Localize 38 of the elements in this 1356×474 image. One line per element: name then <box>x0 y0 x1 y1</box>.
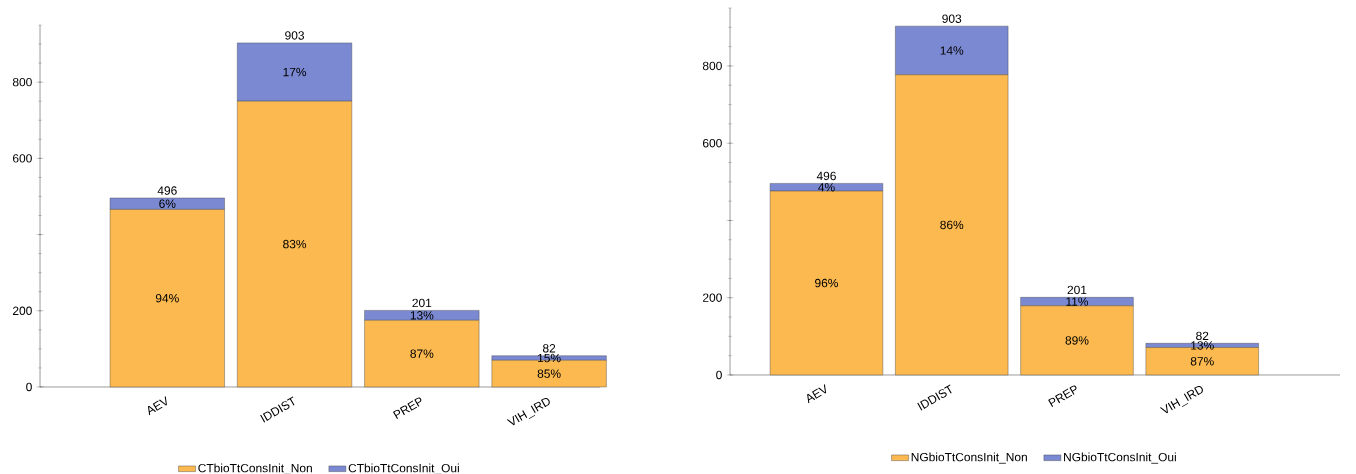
annotation: 15% <box>538 353 561 363</box>
annotation: 11% <box>1066 297 1089 306</box>
annotation: 13% <box>410 311 434 320</box>
annotation: 4% <box>818 183 835 192</box>
annotation: 87% <box>410 349 434 358</box>
annotation: 13% <box>1191 341 1214 350</box>
total-label: 201 <box>412 298 432 308</box>
legend-label: CTbioTtConsInit_Oui <box>348 463 459 474</box>
y-tick-label: 0 <box>26 382 32 392</box>
annotation: 83% <box>283 239 307 249</box>
y-tick-label: 0 <box>716 370 722 380</box>
y-tick-label: 800 <box>12 77 32 87</box>
annotation: 14% <box>940 46 964 55</box>
y-tick-label: 600 <box>13 154 32 163</box>
total-label: 201 <box>1067 285 1087 295</box>
total-label: 496 <box>816 171 836 181</box>
annotation: 6% <box>159 199 176 208</box>
total-label: 903 <box>942 14 962 23</box>
annotation: 96% <box>815 278 838 288</box>
annotation: 85% <box>537 369 561 378</box>
legend-label: NGbioTtConsInit_Non <box>911 452 1027 464</box>
total-label: 82 <box>542 344 556 353</box>
x-tick-label: AEV <box>807 384 827 404</box>
annotation: 89% <box>1065 336 1089 345</box>
y-tick-label: 200 <box>12 306 32 315</box>
annotation: 17% <box>283 67 307 77</box>
total-label: 903 <box>285 31 305 40</box>
annotation: 86% <box>940 220 964 230</box>
y-tick-label: 600 <box>703 138 722 148</box>
total-label: 82 <box>1196 331 1209 341</box>
annotation: 87% <box>1190 357 1214 366</box>
legend-label: CTbioTtConsInit_Non <box>198 463 312 474</box>
annotation: 94% <box>155 293 179 303</box>
y-tick-label: 200 <box>702 293 722 302</box>
legend-label: NGbioTtConsInit_Oui <box>1064 452 1176 464</box>
x-tick-label: AEV <box>147 396 167 416</box>
total-label: 496 <box>157 186 177 195</box>
y-tick-label: 800 <box>702 61 722 71</box>
